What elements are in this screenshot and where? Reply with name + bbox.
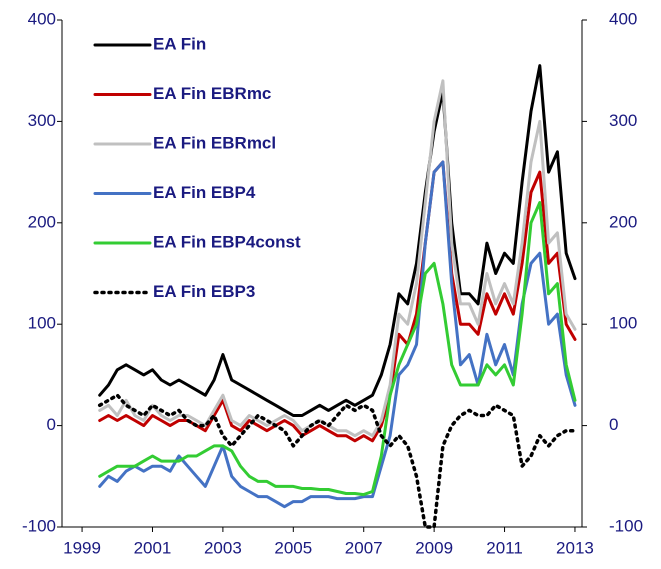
y-tick-label: 200 bbox=[28, 212, 56, 231]
y-tick-label: 400 bbox=[28, 9, 56, 28]
series-line bbox=[98, 79, 577, 438]
legend-label: EA Fin EBRmc bbox=[153, 84, 271, 103]
legend-label: EA Fin EBRmcl bbox=[153, 133, 276, 152]
y2-tick-label: 200 bbox=[609, 212, 637, 231]
series-line bbox=[98, 160, 577, 509]
series-line bbox=[97, 393, 577, 529]
y2-tick-label: 300 bbox=[609, 111, 637, 130]
legend-label: EA Fin EBP3 bbox=[153, 282, 255, 301]
y2-tick-label: -100 bbox=[609, 516, 643, 535]
x-tick-label: 2001 bbox=[134, 538, 172, 557]
x-tick-label: 2013 bbox=[556, 538, 594, 557]
x-tick-label: 2003 bbox=[204, 538, 242, 557]
legend-label: EA Fin EBP4const bbox=[153, 232, 301, 251]
legend-label: EA Fin bbox=[153, 34, 206, 53]
series-line bbox=[98, 64, 577, 417]
y-tick-label: 300 bbox=[28, 111, 56, 130]
x-tick-label: 2007 bbox=[345, 538, 383, 557]
x-tick-label: 2009 bbox=[415, 538, 453, 557]
x-tick-label: 1999 bbox=[63, 538, 101, 557]
series-line bbox=[98, 201, 577, 497]
y-tick-label: 0 bbox=[47, 415, 56, 434]
series-line bbox=[98, 160, 577, 443]
x-tick-label: 2005 bbox=[274, 538, 312, 557]
legend-label: EA Fin EBP4 bbox=[153, 183, 256, 202]
y2-tick-label: 100 bbox=[609, 314, 637, 333]
y-tick-label: 100 bbox=[28, 314, 56, 333]
y2-tick-label: 400 bbox=[609, 9, 637, 28]
y2-tick-label: 0 bbox=[609, 415, 618, 434]
x-tick-label: 2011 bbox=[486, 538, 523, 557]
y-tick-label: -100 bbox=[22, 516, 56, 535]
